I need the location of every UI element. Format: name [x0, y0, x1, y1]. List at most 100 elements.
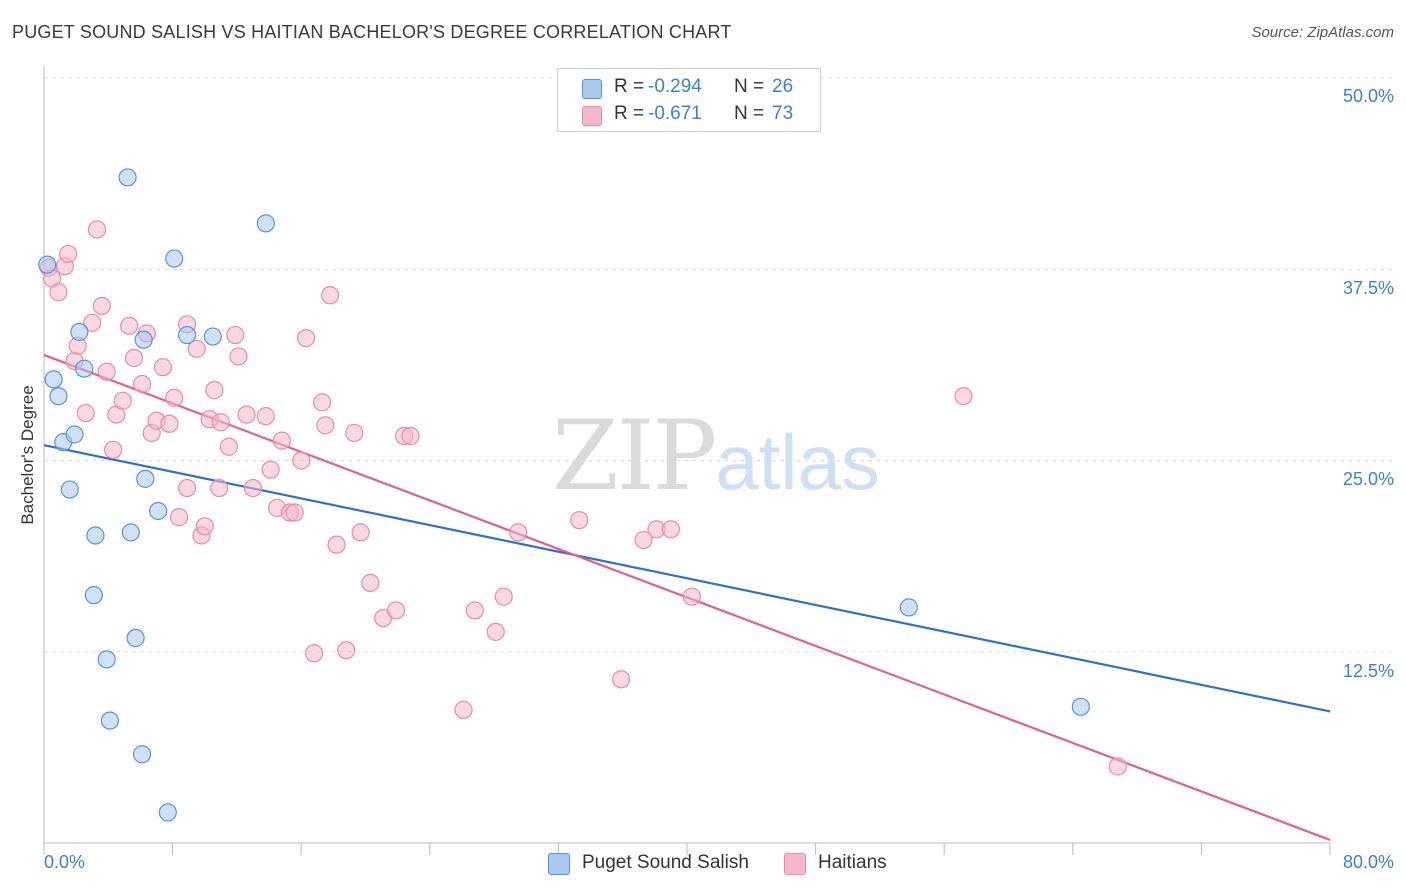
data-point-salish: [49, 387, 68, 406]
data-point-salish: [97, 650, 116, 669]
data-point-haitians: [570, 511, 589, 530]
legend-r-value: -0.671: [648, 103, 702, 124]
data-point-salish: [121, 523, 140, 542]
data-point-haitians: [210, 478, 229, 498]
data-point-salish: [256, 214, 275, 233]
data-point-salish: [136, 469, 155, 488]
legend-r-value: -0.294: [648, 76, 702, 97]
data-point-haitians: [304, 644, 324, 663]
data-point-haitians: [97, 362, 116, 381]
data-point-haitians: [312, 393, 332, 412]
data-point-salish: [899, 598, 918, 617]
data-point-haitians: [285, 503, 304, 522]
y-tick-label-12-5: 12.5%: [1342, 661, 1394, 681]
data-points: [38, 168, 1127, 822]
legend-swatch-salish: [582, 79, 602, 99]
correlation-legend: R = -0.294 N = 26 R = -0.671 N = 73: [557, 68, 821, 132]
data-point-salish: [158, 803, 177, 822]
x-tick-label-min: 0.0%: [44, 852, 86, 872]
data-point-haitians: [187, 339, 206, 358]
data-point-haitians: [337, 641, 356, 660]
data-point-salish: [203, 327, 222, 346]
series-label-salish: Puget Sound Salish: [582, 852, 749, 873]
data-point-haitians: [226, 325, 245, 345]
data-point-salish: [65, 425, 84, 444]
data-point-haitians: [205, 381, 224, 400]
data-point-haitians: [454, 700, 473, 719]
data-point-haitians: [165, 388, 184, 407]
data-point-salish: [84, 586, 103, 605]
data-point-haitians: [132, 374, 152, 394]
data-point-haitians: [169, 508, 189, 527]
legend-r-label: R =: [614, 103, 645, 124]
watermark-zip: ZIP: [552, 400, 717, 512]
axes: [43, 66, 1331, 855]
y-axis-label: Bachelor's Degree: [18, 385, 37, 525]
data-point-salish: [165, 249, 184, 268]
y-tick-label-25: 25.0%: [1342, 469, 1394, 489]
data-point-haitians: [49, 283, 68, 302]
data-point-haitians: [124, 348, 144, 368]
data-point-haitians: [120, 316, 139, 335]
data-point-salish: [44, 370, 63, 389]
data-point-haitians: [83, 313, 102, 332]
data-point-haitians: [954, 387, 973, 406]
data-point-haitians: [327, 535, 346, 554]
data-point-salish: [60, 480, 79, 499]
data-point-haitians: [682, 587, 701, 606]
data-point-salish: [70, 322, 89, 342]
data-point-salish: [1071, 697, 1090, 716]
y-tick-label-50: 50.0%: [1342, 86, 1394, 106]
data-point-salish: [134, 330, 153, 349]
data-point-haitians: [195, 517, 214, 536]
data-point-salish: [149, 501, 168, 521]
data-point-haitians: [345, 423, 364, 443]
data-point-haitians: [153, 358, 173, 377]
data-point-haitians: [401, 426, 420, 446]
data-point-haitians: [243, 478, 263, 498]
watermark: ZIPatlas: [552, 400, 880, 512]
data-point-haitians: [486, 622, 505, 641]
series-label-haitians: Haitians: [818, 852, 887, 873]
legend-n-value: 26: [772, 76, 794, 97]
legend-n-label: N =: [734, 76, 765, 97]
data-point-haitians: [92, 296, 111, 316]
data-point-haitians: [229, 347, 248, 366]
data-point-haitians: [256, 407, 275, 426]
data-point-haitians: [237, 405, 256, 424]
data-point-haitians: [611, 670, 631, 689]
data-point-haitians: [361, 573, 380, 593]
data-point-salish: [177, 325, 197, 345]
data-point-salish: [100, 711, 120, 730]
data-point-salish: [118, 168, 137, 187]
data-point-haitians: [211, 413, 230, 432]
watermark-atlas: atlas: [715, 418, 880, 506]
source-credit: Source: ZipAtlas.com: [1251, 24, 1394, 41]
data-point-haitians: [316, 416, 335, 435]
legend-swatch-haitians: [582, 106, 602, 126]
data-point-haitians: [104, 440, 123, 459]
data-point-haitians: [113, 391, 132, 410]
data-point-haitians: [386, 601, 406, 620]
gridlines: [44, 77, 1394, 653]
data-point-haitians: [76, 403, 95, 423]
data-point-haitians: [661, 520, 681, 539]
data-point-haitians: [494, 587, 513, 606]
data-point-haitians: [292, 451, 311, 470]
data-point-salish: [126, 628, 145, 648]
data-point-haitians: [261, 460, 280, 479]
data-point-salish: [75, 359, 94, 378]
data-point-haitians: [1108, 757, 1127, 776]
data-point-haitians: [465, 601, 484, 620]
data-point-haitians: [59, 244, 78, 264]
x-tick-label-max: 80.0%: [1342, 852, 1394, 872]
data-point-salish: [132, 745, 152, 764]
chart-title: PUGET SOUND SALISH VS HAITIAN BACHELOR'S…: [12, 22, 732, 42]
y-tick-label-37-5: 37.5%: [1342, 278, 1394, 298]
legend-n-label: N =: [734, 103, 765, 124]
data-point-haitians: [351, 523, 370, 542]
data-point-haitians: [87, 220, 107, 239]
trendline-salish: [43, 444, 1331, 713]
legend-n-value: 73: [772, 103, 794, 124]
